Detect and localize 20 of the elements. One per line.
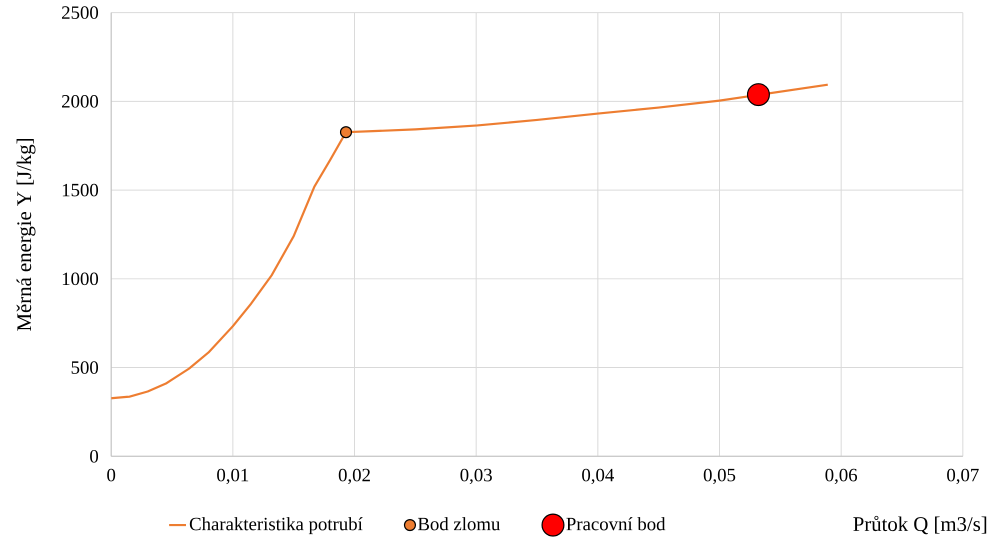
x-tick-label: 0,03 (460, 468, 492, 484)
y-tick-label: 500 (72, 361, 98, 374)
x-tick-label: 0,01 (217, 468, 248, 484)
x-tick-label: 0 (107, 468, 116, 482)
x-tick-label: 0,04 (582, 468, 614, 484)
legend-label: Pracovní bod (566, 517, 666, 531)
y-tick-label: 1000 (62, 272, 98, 286)
y-tick-label: 2500 (62, 6, 98, 20)
x-tick-label: 0,06 (825, 468, 858, 484)
legend-label: Charakteristika potrubí (190, 517, 363, 534)
legend-label: Bod zlomu (418, 517, 500, 531)
x-tick-label: 0,02 (338, 468, 370, 484)
line-series (111, 84, 829, 400)
x-axis-title: Průtok Q [m3/s] (853, 516, 986, 534)
y-tick-label: 0 (90, 450, 98, 463)
x-tick-label: 0,07 (947, 468, 979, 484)
y-tick-label: 1500 (62, 184, 98, 197)
y-axis-title: Měrná energie Y [J/kg] (16, 139, 36, 331)
y-tick-label: 2000 (62, 95, 98, 108)
x-tick-label: 0,05 (704, 468, 736, 484)
